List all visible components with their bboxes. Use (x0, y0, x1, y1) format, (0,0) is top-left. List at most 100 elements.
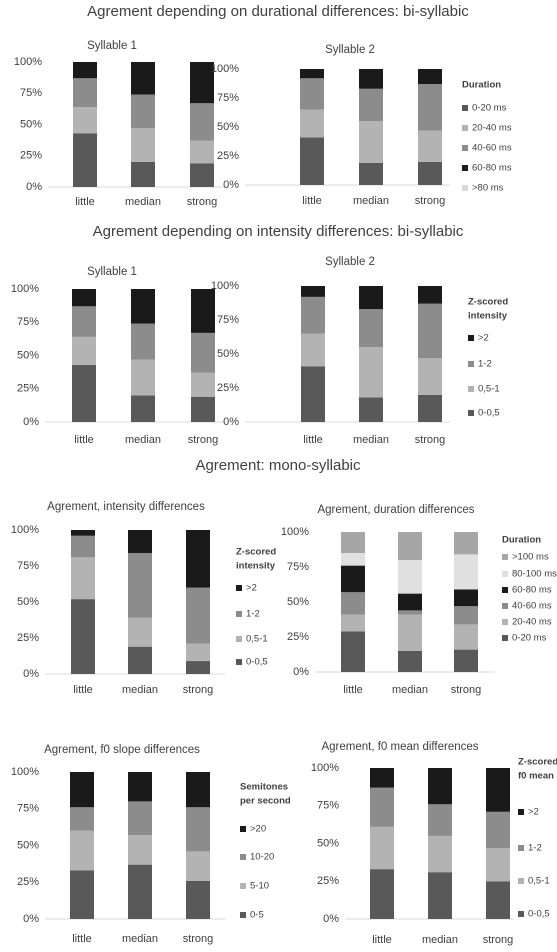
legend-swatch (240, 854, 246, 860)
legend-swatch (468, 361, 474, 367)
legend-label: 0-20 ms (472, 103, 507, 114)
bar-segment (359, 397, 383, 422)
bar-segment (418, 286, 442, 304)
x-tick-label: little (73, 684, 93, 696)
bar-segment (186, 530, 210, 588)
bar-segment (454, 624, 478, 650)
bar-segment (418, 358, 442, 395)
legend-label: >80 ms (472, 183, 504, 194)
y-tick-label: 100% (11, 766, 39, 778)
legend-swatch (236, 585, 242, 591)
y-tick-label: 100% (11, 524, 39, 536)
legend-swatch (468, 335, 474, 341)
bar-segment (428, 872, 452, 919)
bar-segment (359, 121, 383, 163)
bar-segment (128, 801, 152, 836)
legend-swatch (236, 611, 242, 617)
legend-label: 0,5-1 (528, 876, 550, 887)
legend-label: >100 ms (512, 552, 549, 563)
legend-title: f0 mean (518, 771, 554, 782)
bar-segment (359, 347, 383, 398)
x-tick-label: little (75, 196, 95, 208)
bar-segment (190, 163, 214, 187)
legend-label: >2 (246, 583, 257, 594)
bar-segment (191, 372, 215, 397)
bar-segment (454, 532, 478, 555)
bar-segment (70, 772, 94, 808)
bar-segment (186, 880, 210, 919)
bar-segment (454, 649, 478, 672)
y-tick-label: 100% (14, 56, 42, 68)
bar-segment (428, 804, 452, 836)
chart-title: Agrement, intensity differences (47, 501, 205, 513)
bar-segment (73, 107, 97, 134)
x-tick-label: little (303, 434, 323, 446)
y-tick-label: 75% (20, 87, 42, 99)
bar-segment (72, 336, 96, 365)
bar-segment (301, 366, 325, 422)
x-tick-label: little (302, 195, 322, 207)
y-tick-label: 50% (17, 839, 39, 851)
bar-segment (73, 78, 97, 107)
chart-title: Syllable 1 (87, 266, 137, 278)
bar-segment (191, 332, 215, 373)
legend-title: intensity (468, 311, 508, 322)
bar-segment (418, 130, 442, 162)
bar-segment (301, 286, 325, 297)
y-tick-label: 50% (317, 837, 339, 849)
x-tick-label: little (343, 684, 363, 696)
bar-segment (128, 772, 152, 802)
bar-segment (341, 532, 365, 553)
legend-swatch (240, 826, 246, 832)
bar-segment (186, 661, 210, 674)
bar-segment (341, 631, 365, 672)
legend-title: intensity (236, 561, 276, 572)
bar-segment (398, 593, 422, 611)
bar-segment (186, 807, 210, 852)
section-heading: Agrement depending on intensity differen… (93, 223, 464, 240)
legend-label: 20-40 ms (472, 123, 512, 134)
bar-segment (128, 530, 152, 554)
chart-title: Syllable 2 (325, 256, 375, 268)
bar-segment (398, 560, 422, 594)
y-tick-label: 0% (23, 913, 39, 925)
legend-label: 80-100 ms (512, 569, 557, 580)
bar-segment (186, 772, 210, 808)
bar-segment (190, 62, 214, 104)
legend-label: >2 (478, 333, 489, 344)
bar-segment (359, 88, 383, 122)
legend-swatch (518, 845, 524, 851)
y-tick-label: 0% (223, 179, 239, 191)
legend-label: 0-0,5 (528, 909, 550, 920)
bar-segment (341, 592, 365, 615)
chart-title: Agrement, f0 slope differences (44, 744, 200, 756)
bar-segment (128, 864, 152, 919)
x-tick-label: strong (187, 196, 218, 208)
x-tick-label: little (74, 434, 94, 446)
y-tick-label: 100% (311, 762, 339, 774)
legend-swatch (518, 809, 524, 815)
x-tick-label: median (122, 684, 158, 696)
legend-swatch (462, 125, 468, 131)
y-tick-label: 25% (287, 631, 309, 643)
y-tick-label: 100% (281, 526, 309, 538)
chart-title: Agrement, f0 mean differences (321, 741, 478, 753)
bar-segment (128, 617, 152, 647)
bar-segment (191, 396, 215, 422)
y-tick-label: 100% (211, 280, 239, 292)
bar-segment (70, 807, 94, 831)
legend-swatch (502, 571, 508, 577)
section-heading: Agrement depending on durational differe… (87, 3, 469, 20)
y-tick-label: 50% (17, 349, 39, 361)
bar-segment (486, 768, 510, 812)
bar-segment (418, 84, 442, 131)
bar-segment (486, 848, 510, 882)
legend-swatch (240, 912, 246, 918)
x-tick-label: little (72, 933, 92, 945)
bar-segment (454, 554, 478, 590)
bar-segment (71, 535, 95, 558)
y-tick-label: 50% (217, 121, 239, 133)
x-tick-label: strong (415, 434, 446, 446)
legend-swatch (462, 165, 468, 171)
bar-segment (131, 289, 155, 324)
